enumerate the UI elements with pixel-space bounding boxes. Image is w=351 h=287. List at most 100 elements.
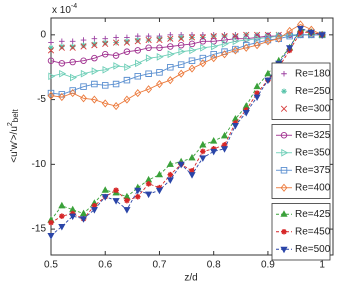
legend-label: Re=425 <box>295 209 331 220</box>
x-tick-label: 1 <box>319 260 325 271</box>
data-point <box>189 46 197 55</box>
data-point <box>48 219 54 226</box>
data-point <box>91 202 98 209</box>
data-point <box>112 198 120 205</box>
data-point <box>80 43 87 50</box>
data-point <box>101 51 109 58</box>
data-point <box>156 79 163 89</box>
data-point <box>232 35 239 42</box>
data-point <box>145 44 152 51</box>
data-point <box>253 82 261 90</box>
data-point <box>210 33 217 40</box>
data-point <box>275 34 283 43</box>
legend-marker <box>281 228 287 235</box>
data-point <box>254 34 262 43</box>
data-point <box>123 48 131 55</box>
data-point <box>254 90 260 96</box>
data-point <box>69 38 76 45</box>
data-point <box>156 53 164 61</box>
data-point <box>253 41 261 50</box>
data-point <box>79 209 88 217</box>
data-point <box>91 67 99 75</box>
data-point <box>188 40 196 48</box>
data-point <box>123 207 131 214</box>
data-point <box>113 187 119 194</box>
data-point <box>167 43 174 50</box>
data-point <box>80 37 87 43</box>
data-point <box>123 76 131 84</box>
data-point <box>178 35 185 42</box>
data-point <box>59 43 65 50</box>
data-point <box>47 57 55 64</box>
data-point <box>101 186 109 193</box>
data-point <box>80 69 88 78</box>
data-point <box>242 110 250 117</box>
data-point <box>70 73 77 82</box>
data-point <box>80 94 87 103</box>
data-point <box>188 64 196 73</box>
data-point <box>178 34 184 41</box>
data-point <box>124 38 130 45</box>
data-point <box>124 63 132 72</box>
data-point <box>177 161 185 169</box>
data-point <box>102 65 110 74</box>
data-point <box>188 172 196 179</box>
data-point <box>145 191 153 199</box>
data-point <box>91 54 98 62</box>
data-point <box>210 146 217 152</box>
legend-marker <box>280 183 288 192</box>
data-point <box>221 142 228 148</box>
data-point <box>189 168 195 174</box>
data-point <box>156 36 163 44</box>
legend-marker <box>280 132 288 139</box>
data-point <box>253 94 261 101</box>
data-point <box>188 34 196 41</box>
data-point <box>167 63 174 71</box>
data-point <box>188 153 196 161</box>
data-point <box>145 180 152 187</box>
data-point <box>232 120 239 126</box>
data-point <box>243 36 251 44</box>
data-point <box>145 54 153 62</box>
data-point <box>231 122 239 130</box>
data-point <box>48 39 54 46</box>
data-point <box>156 35 163 42</box>
data-point <box>145 85 153 94</box>
data-point <box>166 160 174 167</box>
data-point <box>242 43 250 52</box>
y-axis-label: <u'w'>/u2belt <box>7 109 20 163</box>
data-point <box>123 95 131 104</box>
data-point <box>59 69 67 78</box>
data-point <box>47 233 55 240</box>
data-point <box>156 184 163 191</box>
legend-label: Re=325 <box>295 130 331 141</box>
data-point <box>102 39 109 46</box>
legend-label: Re=375 <box>295 165 331 176</box>
data-point <box>210 148 218 156</box>
data-point <box>80 42 87 48</box>
data-point <box>91 41 98 47</box>
data-point <box>200 148 206 155</box>
data-point <box>112 39 120 46</box>
data-point <box>48 44 54 51</box>
x-tick-label: 0.7 <box>153 260 167 271</box>
data-point <box>113 34 119 41</box>
data-point <box>124 197 130 204</box>
data-point <box>80 57 87 64</box>
data-point <box>166 76 174 85</box>
data-point <box>318 32 326 39</box>
y-scale-label: x 10-4 <box>52 3 77 16</box>
x-axis-label: z/d <box>184 273 197 284</box>
data-point <box>47 47 55 54</box>
legend-marker <box>280 246 288 254</box>
data-point <box>167 50 175 59</box>
data-point <box>264 77 272 85</box>
data-point <box>112 102 120 111</box>
data-point <box>210 54 218 63</box>
data-point <box>155 170 164 178</box>
legend-label: Re=300 <box>295 103 331 114</box>
series-line <box>50 29 323 221</box>
data-point <box>134 187 142 195</box>
data-point <box>211 42 218 51</box>
data-point <box>156 69 163 76</box>
